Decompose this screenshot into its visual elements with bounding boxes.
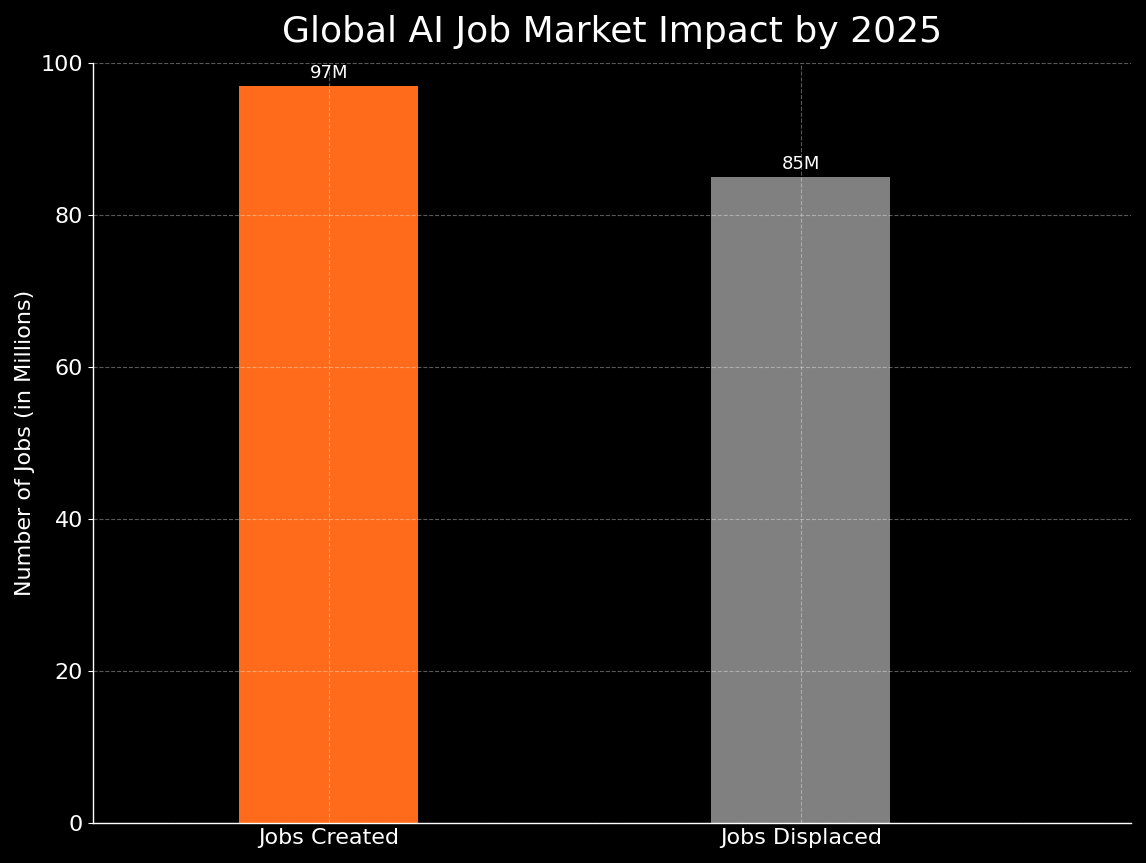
Text: 97M: 97M xyxy=(309,64,348,82)
Title: Global AI Job Market Impact by 2025: Global AI Job Market Impact by 2025 xyxy=(282,15,942,49)
Bar xyxy=(240,85,418,823)
Bar xyxy=(711,177,890,823)
Text: 85M: 85M xyxy=(782,155,819,173)
Y-axis label: Number of Jobs (in Millions): Number of Jobs (in Millions) xyxy=(15,290,36,596)
